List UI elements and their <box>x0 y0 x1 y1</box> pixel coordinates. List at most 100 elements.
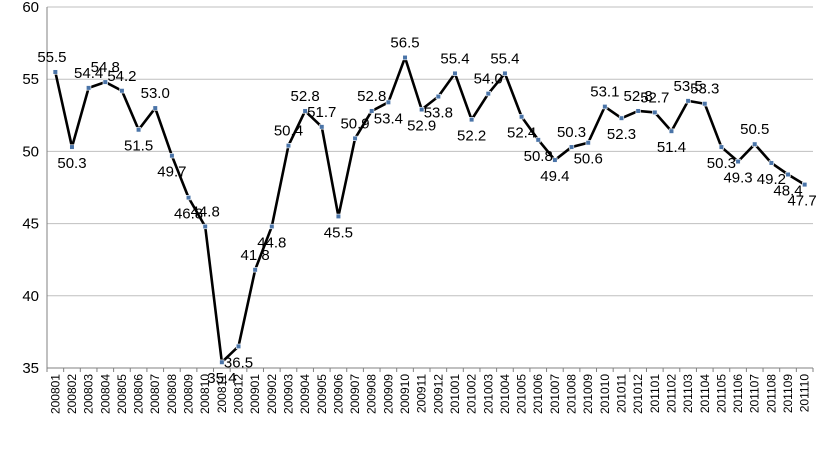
y-tick-label: 40 <box>22 288 39 305</box>
x-tick-label: 200803 <box>82 374 96 414</box>
data-point <box>752 141 758 147</box>
x-tick-label: 200809 <box>182 374 196 414</box>
x-tick-label: 201107 <box>748 374 762 413</box>
data-point <box>102 79 108 85</box>
data-label: 55.4 <box>490 50 519 67</box>
data-label: 51.7 <box>307 104 336 121</box>
data-point <box>718 144 725 150</box>
data-label: 56.5 <box>390 35 419 52</box>
data-label: 55.4 <box>440 50 469 67</box>
data-point <box>385 99 391 105</box>
data-label: 52.7 <box>640 89 669 106</box>
data-point <box>535 137 541 143</box>
x-tick-label: 200802 <box>65 374 79 414</box>
x-tick-labels: 200801 200802 200803 200804 200805 200806 2008… <box>48 374 811 414</box>
data-label: 50.4 <box>274 123 303 140</box>
data-point <box>185 195 192 201</box>
data-point <box>452 70 458 77</box>
data-point <box>469 117 475 123</box>
data-label: 53.1 <box>590 84 619 101</box>
data-label: 50.3 <box>707 155 736 172</box>
series-line-group <box>54 56 806 364</box>
data-label: 50.9 <box>340 115 369 132</box>
x-tick-label: 200901 <box>248 374 262 414</box>
data-point <box>352 135 358 142</box>
data-label: 41.8 <box>241 247 270 264</box>
grid-lines <box>47 6 813 297</box>
data-point <box>252 267 258 273</box>
data-label: 51.4 <box>657 139 686 156</box>
x-tick-label: 200903 <box>281 374 295 414</box>
data-label: 52.3 <box>607 126 636 143</box>
data-label: 44.8 <box>191 203 220 220</box>
x-tick-label: 201102 <box>664 374 678 413</box>
x-tick-label: 201006 <box>531 374 545 414</box>
x-tick-label: 200905 <box>315 374 329 414</box>
data-point <box>69 144 75 150</box>
x-tick-label: 200910 <box>398 374 412 414</box>
data-label: 53.0 <box>141 85 170 102</box>
data-label: 35.4 <box>207 370 236 387</box>
data-point <box>319 124 325 130</box>
data-label: 45.5 <box>324 224 353 241</box>
data-label: 52.2 <box>457 128 486 145</box>
x-tick-label: 201011 <box>615 374 629 413</box>
data-point <box>269 223 275 230</box>
y-tick-label: 60 <box>22 0 39 16</box>
data-point <box>402 54 408 61</box>
data-points <box>52 54 808 365</box>
data-label: 53.5 <box>674 78 703 95</box>
data-point <box>419 106 425 113</box>
x-tick-label: 200902 <box>265 374 279 414</box>
x-tick-label: 200904 <box>298 374 312 414</box>
y-tick-label: 55 <box>22 71 39 88</box>
x-tick-label: 200806 <box>132 374 146 414</box>
data-label: 53.3 <box>690 81 719 98</box>
x-tick-label: 201106 <box>731 374 745 413</box>
data-label: 52.8 <box>624 88 653 105</box>
x-tick-label: 201007 <box>548 374 562 414</box>
data-point <box>52 69 58 75</box>
x-tick-label: 200804 <box>98 374 112 414</box>
data-label: 49.2 <box>757 171 786 188</box>
data-point <box>518 114 525 120</box>
data-label: 50.8 <box>524 148 553 165</box>
x-tick-label: 200801 <box>48 374 62 414</box>
data-point <box>135 127 142 133</box>
x-tick-label: 200810 <box>198 374 212 414</box>
data-label: 52.4 <box>507 125 536 142</box>
x-tick-label: 201108 <box>764 374 778 413</box>
axes <box>46 7 814 372</box>
x-tick-label: 200908 <box>365 374 379 414</box>
data-label: 49.4 <box>540 168 569 185</box>
data-label: 50.3 <box>557 124 586 141</box>
data-point <box>618 115 625 121</box>
data-point <box>635 108 641 114</box>
data-point <box>369 108 375 114</box>
x-tick-label: 201103 <box>681 374 695 413</box>
data-point <box>285 143 292 149</box>
x-tick-label: 201001 <box>448 374 462 414</box>
data-label: 53.8 <box>424 105 453 122</box>
data-point <box>668 128 675 134</box>
data-label: 54.0 <box>474 71 503 88</box>
data-label: 50.5 <box>740 121 769 138</box>
data-point <box>86 85 92 91</box>
data-point <box>435 93 441 100</box>
data-point <box>802 182 808 188</box>
x-tick-label: 201008 <box>565 374 579 414</box>
data-label: 48.4 <box>773 183 802 200</box>
x-tick-label: 201101 <box>648 374 662 413</box>
y-tick-labels: 35 40 45 50 55 60 <box>22 0 39 377</box>
data-point <box>685 98 691 104</box>
data-point <box>202 223 208 230</box>
x-tick-label: 201005 <box>515 374 529 414</box>
x-tick-label: 201009 <box>581 374 595 414</box>
x-tick-label: 200906 <box>331 374 345 414</box>
x-tick-label: 200811 <box>215 374 229 413</box>
x-tick-label: 201004 <box>498 374 512 414</box>
data-label: 44.8 <box>257 234 286 251</box>
data-label: 54.2 <box>107 68 136 85</box>
x-tick-label: 201003 <box>481 374 495 414</box>
